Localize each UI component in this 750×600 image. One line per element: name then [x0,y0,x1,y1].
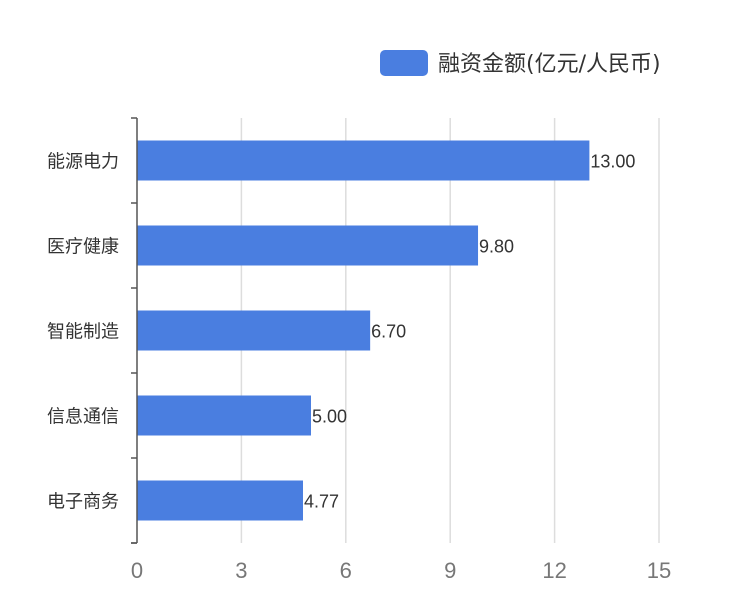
bar[interactable] [137,395,311,436]
x-tick-label: 12 [542,558,566,583]
legend-label: 融资金额(亿元/人民币) [438,52,661,77]
x-tick-label: 6 [340,558,352,583]
bar[interactable] [137,480,303,521]
bars [137,140,590,521]
x-tick-label: 15 [647,558,671,583]
x-tick-label: 9 [444,558,456,583]
data-labels: 13.00 9.80 6.70 5.00 4.77 [304,152,635,512]
legend-swatch [380,50,428,76]
data-label: 9.80 [479,237,514,257]
data-label: 4.77 [304,492,339,512]
category-label: 能源电力 [47,152,119,173]
x-tick-labels: 0 3 6 9 12 15 [131,558,671,583]
bar[interactable] [137,140,590,181]
x-tick-label: 0 [131,558,143,583]
bar[interactable] [137,225,479,266]
gridlines [240,118,660,543]
category-label: 电子商务 [47,492,119,513]
bar[interactable] [137,310,371,351]
category-label: 医疗健康 [47,237,119,258]
category-label: 智能制造 [47,322,119,343]
data-label: 13.00 [590,152,635,172]
x-tick-label: 3 [235,558,247,583]
data-label: 5.00 [312,407,347,427]
axes [131,117,138,544]
category-label: 信息通信 [47,407,119,428]
data-label: 6.70 [371,322,406,342]
legend[interactable]: 融资金额(亿元/人民币) [380,50,661,77]
